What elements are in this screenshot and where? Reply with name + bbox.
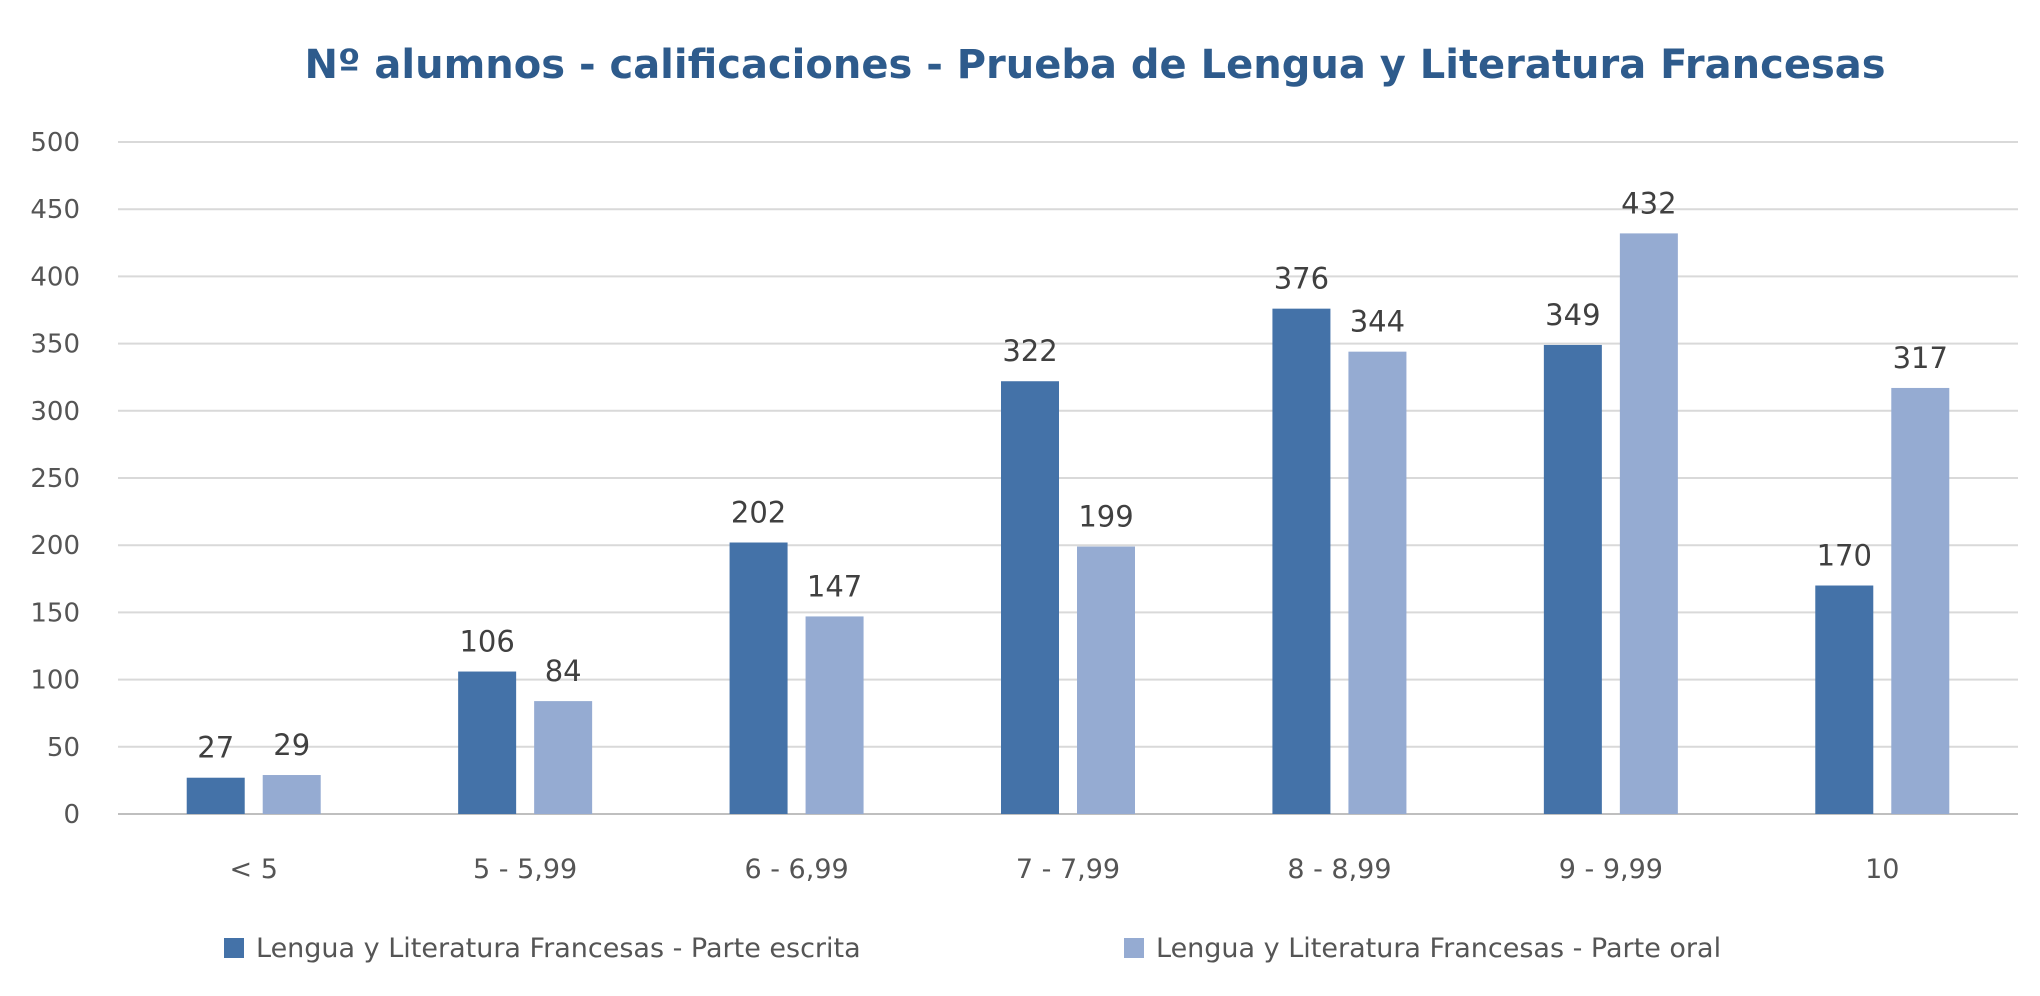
x-tick-label: 5 - 5,99 <box>473 854 577 885</box>
data-label: 170 <box>1817 539 1872 573</box>
x-tick-label: 10 <box>1865 854 1899 885</box>
y-tick-label: 150 <box>30 598 80 628</box>
x-axis-categories: < 5 5 - 5,99 6 - 6,99 7 - 7,99 8 - 8,99 9 - 9… <box>230 854 1900 885</box>
bar-escrita <box>1001 381 1059 814</box>
x-tick-label: 9 - 9,99 <box>1559 854 1663 885</box>
y-tick-label: 450 <box>30 195 80 225</box>
bar-oral <box>534 701 593 814</box>
bar-escrita <box>1543 344 1602 814</box>
data-label: 29 <box>273 728 310 762</box>
y-tick-label: 300 <box>30 397 80 427</box>
bar-escrita <box>729 542 788 814</box>
data-label: 202 <box>731 496 786 530</box>
legend-swatch <box>1124 938 1144 958</box>
data-label: 322 <box>1002 334 1057 368</box>
bar-escrita <box>1272 308 1331 814</box>
legend: Lengua y Literatura Francesas - Parte es… <box>224 933 1721 964</box>
legend-swatch <box>224 938 244 958</box>
bar-oral <box>1348 351 1407 814</box>
y-tick-label: 200 <box>30 531 80 561</box>
y-tick-label: 250 <box>30 464 80 494</box>
data-label: 106 <box>459 625 514 659</box>
bar-oral <box>1891 387 1950 814</box>
legend-label: Lengua y Literatura Francesas - Parte es… <box>256 933 861 964</box>
y-axis-ticks: 0 50 100 150 200 250 300 350 400 450 500 <box>30 128 80 830</box>
data-label: 376 <box>1274 262 1329 296</box>
legend-label: Lengua y Literatura Francesas - Parte or… <box>1156 933 1721 964</box>
bar-escrita <box>186 777 245 814</box>
data-label: 199 <box>1078 500 1133 534</box>
x-tick-label: 7 - 7,99 <box>1016 854 1120 885</box>
data-label: 317 <box>1893 341 1948 375</box>
bar-oral <box>1077 546 1135 814</box>
y-tick-label: 500 <box>30 128 80 158</box>
gridlines <box>118 141 2018 815</box>
bar-escrita <box>458 671 517 814</box>
x-tick-label: 8 - 8,99 <box>1287 854 1391 885</box>
data-label: 27 <box>197 731 234 765</box>
x-tick-label: 6 - 6,99 <box>744 854 848 885</box>
y-tick-label: 0 <box>63 800 80 830</box>
bar-oral <box>805 616 864 814</box>
bar-oral <box>262 775 321 814</box>
y-tick-label: 50 <box>47 733 80 763</box>
data-label: 84 <box>545 654 582 688</box>
data-labels: 27 29 106 84 202 147 322 199 376 344 349 432 170 317 <box>197 186 1948 764</box>
y-tick-label: 100 <box>30 666 80 696</box>
data-label: 147 <box>807 569 862 603</box>
bar-oral <box>1619 233 1678 815</box>
bar-escrita <box>1815 585 1874 814</box>
chart-title: Nº alumnos - calificaciones - Prueba de … <box>304 42 1885 88</box>
bars <box>186 233 1950 815</box>
y-tick-label: 400 <box>30 262 80 292</box>
x-tick-label: < 5 <box>230 854 278 885</box>
data-label: 349 <box>1545 298 1600 332</box>
data-label: 344 <box>1350 305 1405 339</box>
y-tick-label: 350 <box>30 330 80 360</box>
data-label: 432 <box>1621 186 1676 220</box>
